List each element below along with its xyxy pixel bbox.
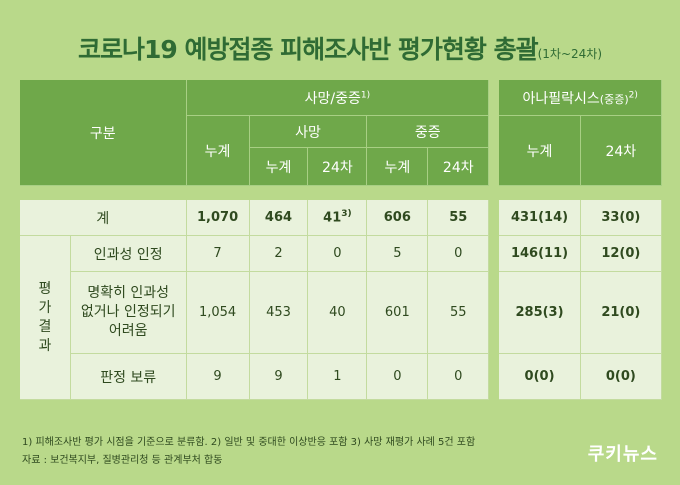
header-severe-cumulative: 누계: [367, 148, 429, 186]
header-death-severe: 사망/중증1): [186, 80, 490, 116]
header-death-round24: 24차: [308, 148, 368, 186]
cell: 0(0): [499, 354, 581, 400]
header-severe: 중증: [367, 116, 490, 148]
table-row: 계 1,070 464 413) 606 55 431(14) 33(0): [20, 200, 662, 236]
cell: 21(0): [580, 272, 662, 354]
cell: 55: [428, 200, 490, 236]
cell: 0: [367, 354, 429, 400]
table-row: 명확히 인과성 없거나 인정되기 어려움 1,054 453 40 601 55…: [20, 272, 662, 354]
kukinews-logo: 쿠키뉴스: [587, 444, 658, 465]
cell: 2: [249, 236, 309, 272]
side-char: 결: [38, 318, 52, 335]
side-label: 평 가 결 과: [20, 236, 71, 400]
footnote-1: 1) 피해조사반 평가 시점을 기준으로 분류함. 2) 일반 및 중대한 이상…: [22, 437, 476, 448]
cell: 0: [308, 236, 368, 272]
cell: 285(3): [499, 272, 581, 354]
row-label-line: 어려움: [108, 323, 148, 339]
cell: 601: [367, 272, 429, 354]
row-label: 인과성 인정: [70, 236, 187, 272]
anaphylaxis-note: 2): [628, 89, 638, 100]
header-anaphylaxis: 아나필락시스(중증)2): [499, 80, 662, 116]
header-severe-round24: 24차: [428, 148, 490, 186]
cell: 55: [428, 272, 490, 354]
table-row: 판정 보류 9 9 1 0 0 0(0) 0(0): [20, 354, 662, 400]
cell: 1: [308, 354, 368, 400]
death-severe-note: 1): [360, 89, 371, 100]
cell-value: 41: [323, 210, 342, 226]
row-label: 계: [20, 200, 187, 236]
row-label-line: 명확히 인과성: [87, 285, 170, 301]
title-sub: (1차~24차): [537, 47, 602, 61]
cell: 9: [186, 354, 250, 400]
footnote-source: 자료 : 보건복지부, 질병관리청 등 관계부처 합동: [22, 455, 223, 466]
row-label: 명확히 인과성 없거나 인정되기 어려움: [70, 272, 187, 354]
death-severe-label: 사망/중증: [304, 90, 361, 107]
side-char: 평: [38, 280, 52, 297]
header-ana-cumulative: 누계: [499, 116, 581, 186]
header-ana-round24: 24차: [580, 116, 662, 186]
header-cumulative-total: 누계: [186, 116, 250, 186]
cell: 12(0): [580, 236, 662, 272]
anaphylaxis-paren: (중증): [599, 92, 629, 106]
cell: 453: [249, 272, 309, 354]
cell: 606: [367, 200, 429, 236]
side-char: 과: [38, 337, 52, 354]
header-death: 사망: [249, 116, 368, 148]
cell: 0: [428, 354, 490, 400]
cell: 33(0): [580, 200, 662, 236]
cell: 464: [249, 200, 309, 236]
cell: 40: [308, 272, 368, 354]
cell: 5: [367, 236, 429, 272]
cell: 0: [428, 236, 490, 272]
cell: 9: [249, 354, 309, 400]
header-death-cumulative: 누계: [249, 148, 309, 186]
table-row: 평 가 결 과 인과성 인정 7 2 0 5 0 146(11) 12(0): [20, 236, 662, 400]
row-label: 판정 보류: [70, 354, 187, 400]
cell: 7: [186, 236, 250, 272]
title-text: 코로나19 예방접종 피해조사반 평가현황 총괄: [77, 35, 539, 64]
cell: 413): [308, 200, 368, 236]
summary-table: 구분 사망/중증1) 아나필락시스(중증)2) 누계 사망 중증 누계 24차 …: [20, 80, 662, 400]
cell: 1,070: [186, 200, 250, 236]
cell: 1,054: [186, 272, 250, 354]
page-title: 코로나19 예방접종 피해조사반 평가현황 총괄(1차~24차): [0, 30, 680, 66]
row-label-line: 없거나 인정되기: [80, 304, 176, 320]
cell-note: 3): [341, 209, 352, 220]
header-group: 구분: [20, 80, 187, 186]
anaphylaxis-label: 아나필락시스: [522, 90, 600, 107]
cell: 431(14): [499, 200, 581, 236]
side-char: 가: [38, 299, 52, 316]
cell: 0(0): [580, 354, 662, 400]
cell: 146(11): [499, 236, 581, 272]
